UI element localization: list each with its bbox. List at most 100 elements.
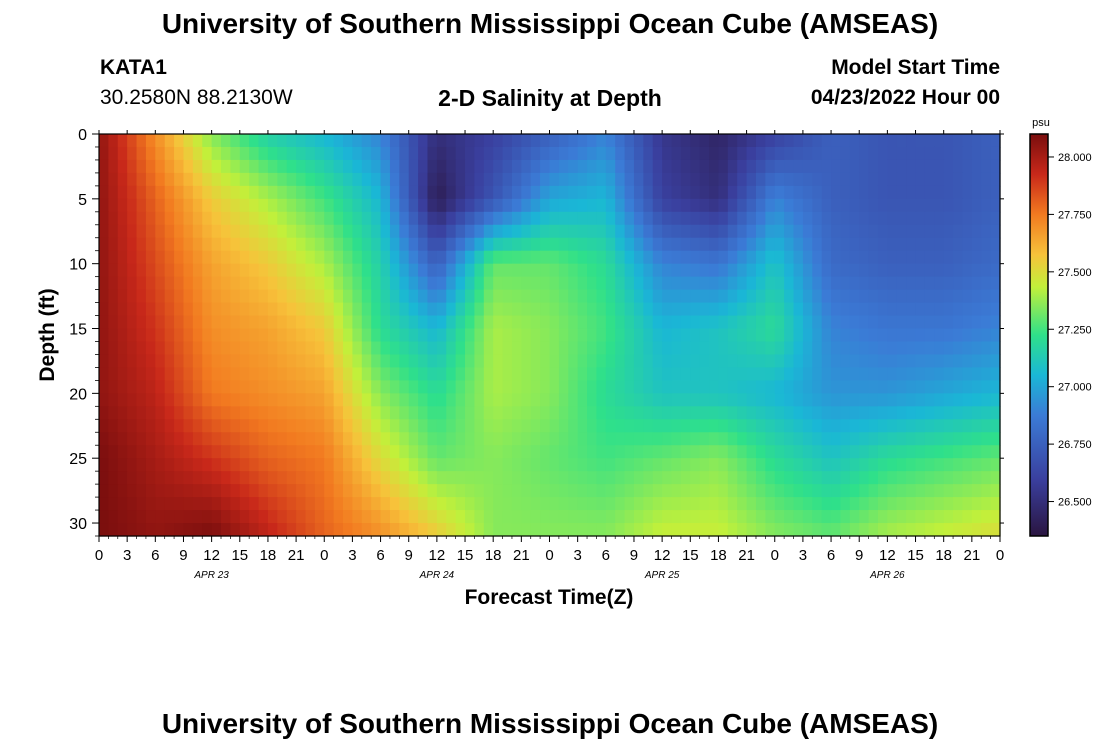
heatmap-cell [389, 224, 400, 239]
heatmap-cell [483, 289, 494, 304]
heatmap-cell [549, 250, 560, 265]
heatmap-cell [380, 458, 391, 472]
heatmap-cell [371, 146, 382, 161]
heatmap-cell [427, 419, 438, 433]
heatmap-cell [446, 328, 457, 343]
heatmap-cell [962, 302, 973, 317]
heatmap-cell [924, 445, 935, 459]
heatmap-cell [849, 224, 860, 239]
heatmap-cell [662, 250, 673, 265]
heatmap-cell [868, 185, 879, 200]
heatmap-cell [718, 289, 729, 304]
heatmap-cell [981, 134, 992, 148]
heatmap-cell [399, 497, 410, 511]
heatmap-cell [530, 341, 541, 356]
heatmap-cell [896, 445, 907, 459]
heatmap-cell [211, 289, 222, 304]
heatmap-cell [671, 419, 682, 433]
heatmap-cell [211, 172, 222, 187]
heatmap-cell [643, 341, 654, 356]
heatmap-cell [812, 432, 823, 446]
heatmap-cell [418, 185, 429, 200]
heatmap-cell [183, 471, 194, 485]
heatmap-cell [924, 263, 935, 278]
heatmap-cell [859, 432, 870, 446]
heatmap-cell [906, 185, 917, 200]
heatmap-cell [408, 276, 419, 291]
heatmap-cell [690, 419, 701, 433]
heatmap-cell [849, 523, 860, 537]
heatmap-cell [831, 419, 842, 433]
heatmap-cell [296, 445, 307, 459]
heatmap-cell [765, 159, 776, 174]
heatmap-cell [127, 510, 138, 524]
heatmap-cell [840, 159, 851, 174]
station-coordinates: 30.2580N 88.2130W [100, 86, 293, 109]
heatmap-cell [746, 224, 757, 239]
heatmap-cell [596, 134, 607, 148]
heatmap-cell [333, 471, 344, 485]
heatmap-cell [699, 263, 710, 278]
heatmap-cell [727, 471, 738, 485]
heatmap-cell [558, 237, 569, 252]
heatmap-cell [502, 419, 513, 433]
heatmap-cell [371, 250, 382, 265]
heatmap-cell [971, 406, 982, 420]
heatmap-cell [202, 458, 213, 472]
heatmap-cell [380, 146, 391, 161]
heatmap-cell [840, 523, 851, 537]
heatmap-cell [446, 458, 457, 472]
heatmap-cell [784, 393, 795, 407]
heatmap-cell [418, 315, 429, 330]
heatmap-cell [671, 393, 682, 407]
heatmap-cell [737, 432, 748, 446]
heatmap-cell [211, 237, 222, 252]
heatmap-cell [418, 380, 429, 394]
heatmap-cell [230, 315, 241, 330]
heatmap-cell [371, 315, 382, 330]
heatmap-cell [568, 198, 579, 213]
heatmap-cell [277, 393, 288, 407]
heatmap-cell [540, 354, 551, 369]
heatmap-cell [793, 523, 804, 537]
heatmap-cell [877, 328, 888, 343]
heatmap-cell [577, 497, 588, 511]
heatmap-cell [389, 302, 400, 317]
heatmap-cell [361, 380, 372, 394]
heatmap-cell [371, 185, 382, 200]
heatmap-cell [671, 302, 682, 317]
heatmap-cell [793, 510, 804, 524]
heatmap-cell [596, 393, 607, 407]
heatmap-cell [971, 302, 982, 317]
heatmap-cell [793, 497, 804, 511]
heatmap-cell [755, 198, 766, 213]
heatmap-cell [389, 497, 400, 511]
heatmap-cell [530, 224, 541, 239]
heatmap-cell [624, 198, 635, 213]
heatmap-cell [333, 354, 344, 369]
heatmap-cell [699, 146, 710, 161]
heatmap-cell [371, 198, 382, 213]
heatmap-cell [108, 471, 119, 485]
heatmap-cell [915, 134, 926, 148]
heatmap-cell [774, 263, 785, 278]
heatmap-cell [540, 432, 551, 446]
heatmap-cell [286, 134, 297, 148]
heatmap-cell [249, 224, 260, 239]
heatmap-cell [493, 211, 504, 226]
heatmap-cell [934, 484, 945, 498]
heatmap-cell [239, 302, 250, 317]
heatmap-cell [183, 159, 194, 174]
heatmap-cell [314, 458, 325, 472]
heatmap-cell [643, 134, 654, 148]
heatmap-cell [483, 354, 494, 369]
heatmap-cell [474, 237, 485, 252]
heatmap-cell [436, 134, 447, 148]
heatmap-cell [155, 445, 166, 459]
heatmap-cell [493, 237, 504, 252]
heatmap-cell [521, 146, 532, 161]
heatmap-cell [117, 445, 128, 459]
heatmap-cell [990, 445, 1001, 459]
heatmap-cell [145, 380, 156, 394]
heatmap-cell [981, 276, 992, 291]
